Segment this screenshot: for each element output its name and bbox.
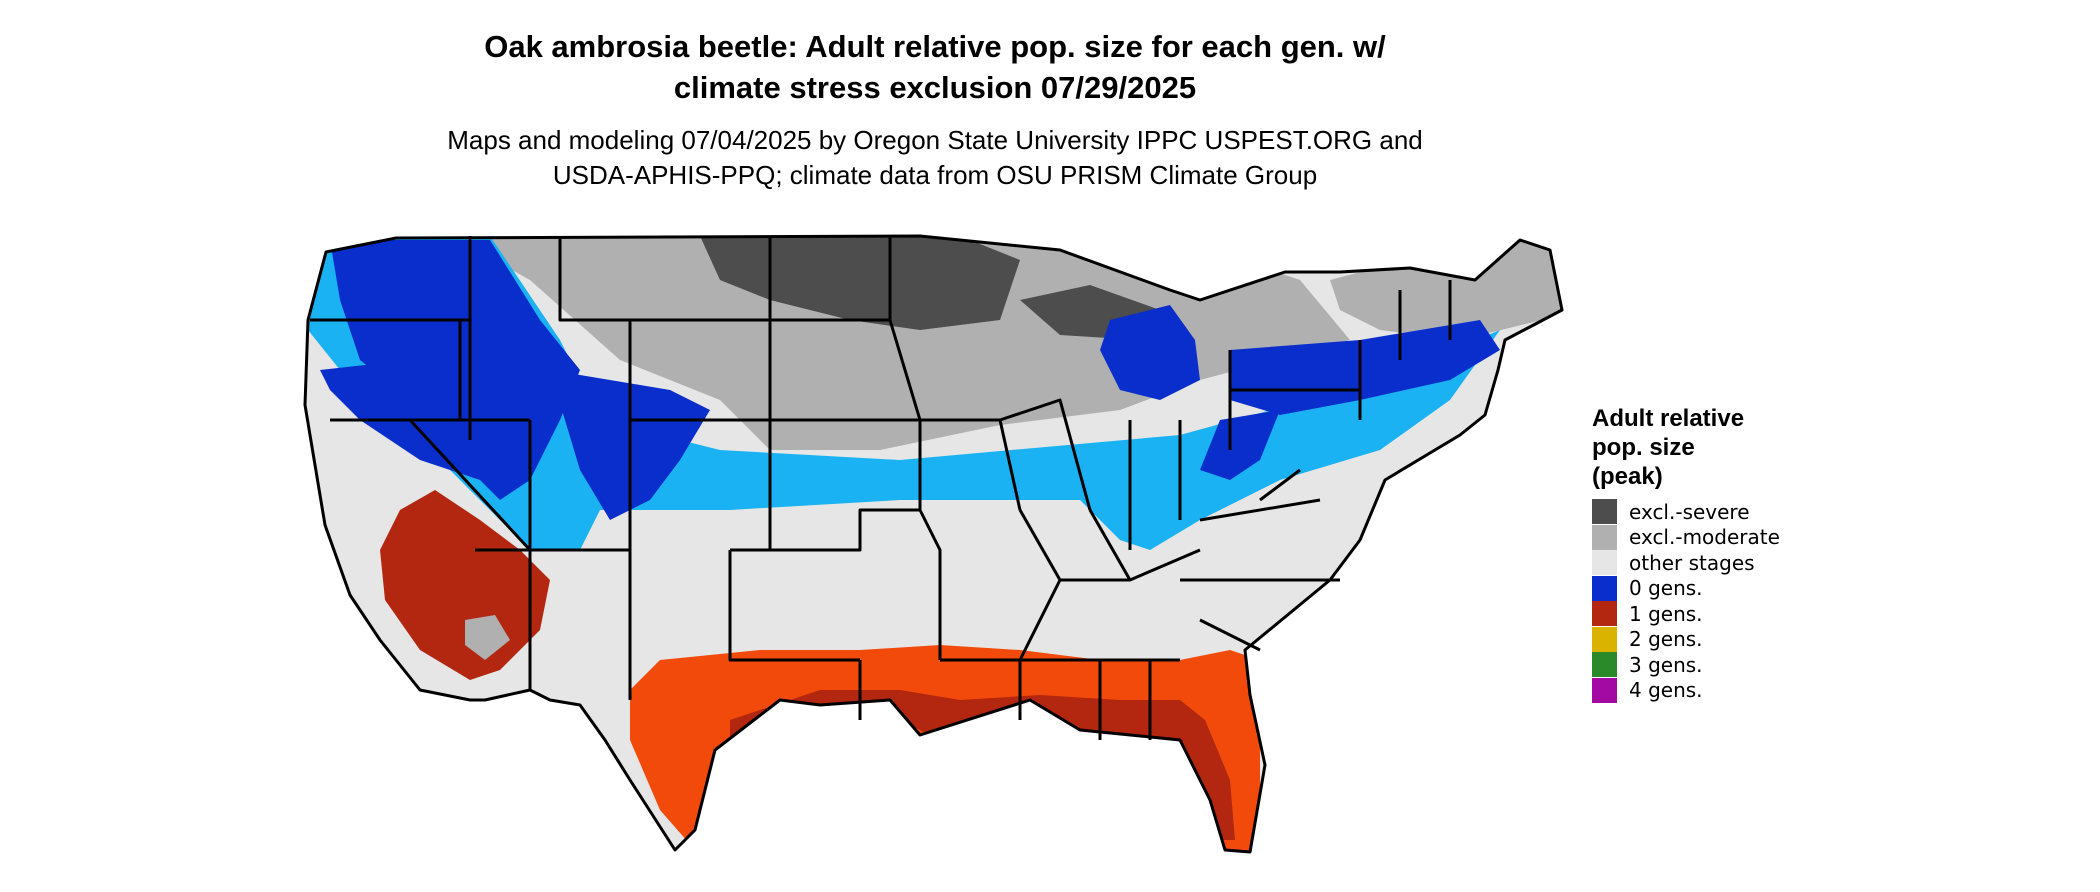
state-lines-midwest bbox=[770, 236, 1201, 740]
legend-label: 4 gens. bbox=[1629, 678, 1703, 703]
legend-title-line-2: pop. size bbox=[1592, 434, 1695, 461]
legend-swatch bbox=[1592, 499, 1617, 525]
map-title-line-1: Oak ambrosia beetle: Adult relative pop.… bbox=[484, 29, 1386, 64]
legend-item: 4 gens. bbox=[1592, 677, 1892, 704]
state-lines-east bbox=[1180, 280, 1452, 652]
legend-label: 1 gens. bbox=[1629, 601, 1703, 626]
legend-item: 2 gens. bbox=[1592, 626, 1892, 653]
legend-title: Adult relative pop. size (peak) bbox=[1592, 404, 1892, 491]
legend-label: other stages bbox=[1629, 550, 1755, 575]
map-subtitle-line-1: Maps and modeling 07/04/2025 by Oregon S… bbox=[447, 125, 1423, 155]
map-subtitle-line-2: USDA-APHIS-PPQ; climate data from OSU PR… bbox=[552, 160, 1318, 190]
region-dark-red-south bbox=[730, 690, 1235, 840]
legend-label: excl.-severe bbox=[1629, 499, 1750, 524]
state-boundaries bbox=[303, 234, 1564, 854]
legend-item: excl.-moderate bbox=[1592, 524, 1892, 551]
legend-item: excl.-severe bbox=[1592, 499, 1892, 525]
state-lines-west bbox=[310, 236, 770, 700]
legend-swatch bbox=[1592, 524, 1617, 550]
legend-label: excl.-moderate bbox=[1629, 525, 1780, 550]
region-excl-severe-north bbox=[700, 236, 1020, 330]
legend-swatch bbox=[1592, 550, 1617, 576]
region-excl-moderate-north bbox=[450, 236, 1350, 450]
legend-swatch bbox=[1592, 601, 1617, 627]
map-subtitle: Maps and modeling 07/04/2025 by Oregon S… bbox=[350, 123, 1520, 193]
legend-item: other stages bbox=[1592, 550, 1892, 576]
legend-items: excl.-severe excl.-moderate other stages 0 … bbox=[1592, 499, 1892, 703]
legend-item: 0 gens. bbox=[1592, 575, 1892, 602]
legend-swatch bbox=[1592, 677, 1617, 703]
us-map bbox=[303, 234, 1564, 854]
legend-title-line-3: (peak) bbox=[1592, 463, 1663, 490]
region-blue-michigan bbox=[1100, 305, 1200, 400]
region-blue-appalachia bbox=[1200, 410, 1280, 480]
map-legend: Adult relative pop. size (peak) excl.-se… bbox=[1592, 404, 1892, 703]
region-blue-northwest bbox=[330, 240, 580, 500]
legend-swatch bbox=[1592, 626, 1617, 652]
region-excl-moderate-arizona bbox=[465, 615, 510, 660]
legend-title-line-1: Adult relative bbox=[1592, 405, 1745, 432]
legend-label: 2 gens. bbox=[1629, 627, 1703, 652]
legend-item: 3 gens. bbox=[1592, 652, 1892, 678]
legend-label: 0 gens. bbox=[1629, 576, 1703, 601]
legend-item: 1 gens. bbox=[1592, 601, 1892, 627]
legend-swatch bbox=[1592, 575, 1617, 601]
region-orange-south bbox=[630, 645, 1260, 852]
legend-swatch bbox=[1592, 652, 1617, 678]
us-border bbox=[303, 234, 1564, 854]
region-dark-red-southwest bbox=[380, 490, 550, 680]
map-title-line-2: climate stress exclusion 07/29/2025 bbox=[673, 70, 1197, 105]
map-title: Oak ambrosia beetle: Adult relative pop.… bbox=[350, 26, 1520, 108]
legend-label: 3 gens. bbox=[1629, 652, 1703, 677]
